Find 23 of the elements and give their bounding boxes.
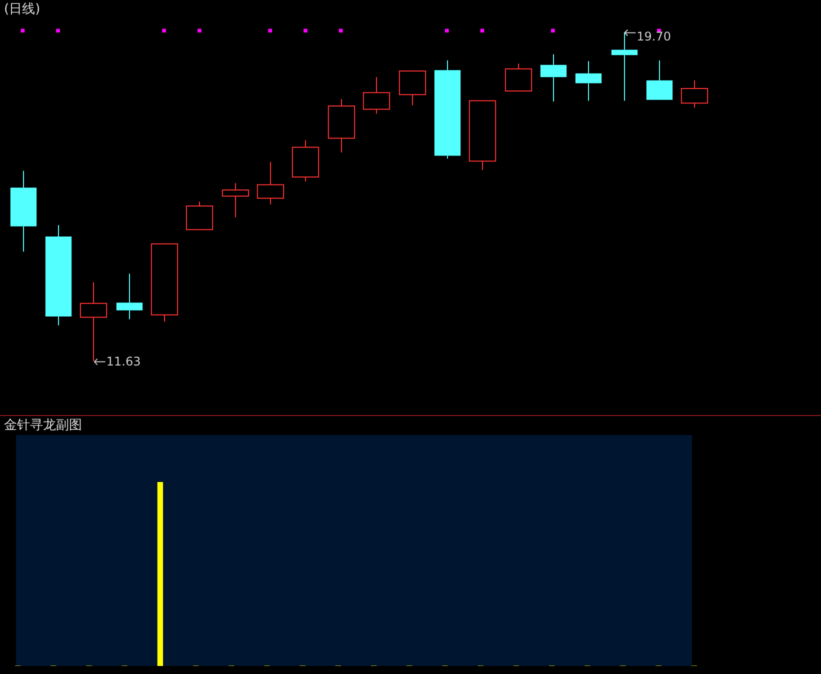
candlestick [504,63,532,92]
candlestick [328,98,356,154]
candlestick [680,80,708,108]
chart-title: 金针寻龙副图 [4,417,82,434]
candlestick [540,54,567,102]
candlestick [468,100,496,171]
annotation: 19.70 [636,29,671,44]
candlestick [256,161,284,205]
chart-title: (日线) [4,1,40,18]
candlestick [10,170,37,252]
candlestick [362,76,390,114]
candlestick [45,224,72,326]
candlestick [646,60,673,100]
annotation: 11.63 [106,354,141,368]
candlestick [80,282,108,362]
candlestick [222,182,250,218]
candlestick [116,273,143,320]
candlestick [292,140,320,182]
candlestick [575,60,602,102]
candlestick [434,60,461,160]
candlestick [150,243,178,322]
candlestick [398,70,426,106]
candlestick [611,32,638,102]
